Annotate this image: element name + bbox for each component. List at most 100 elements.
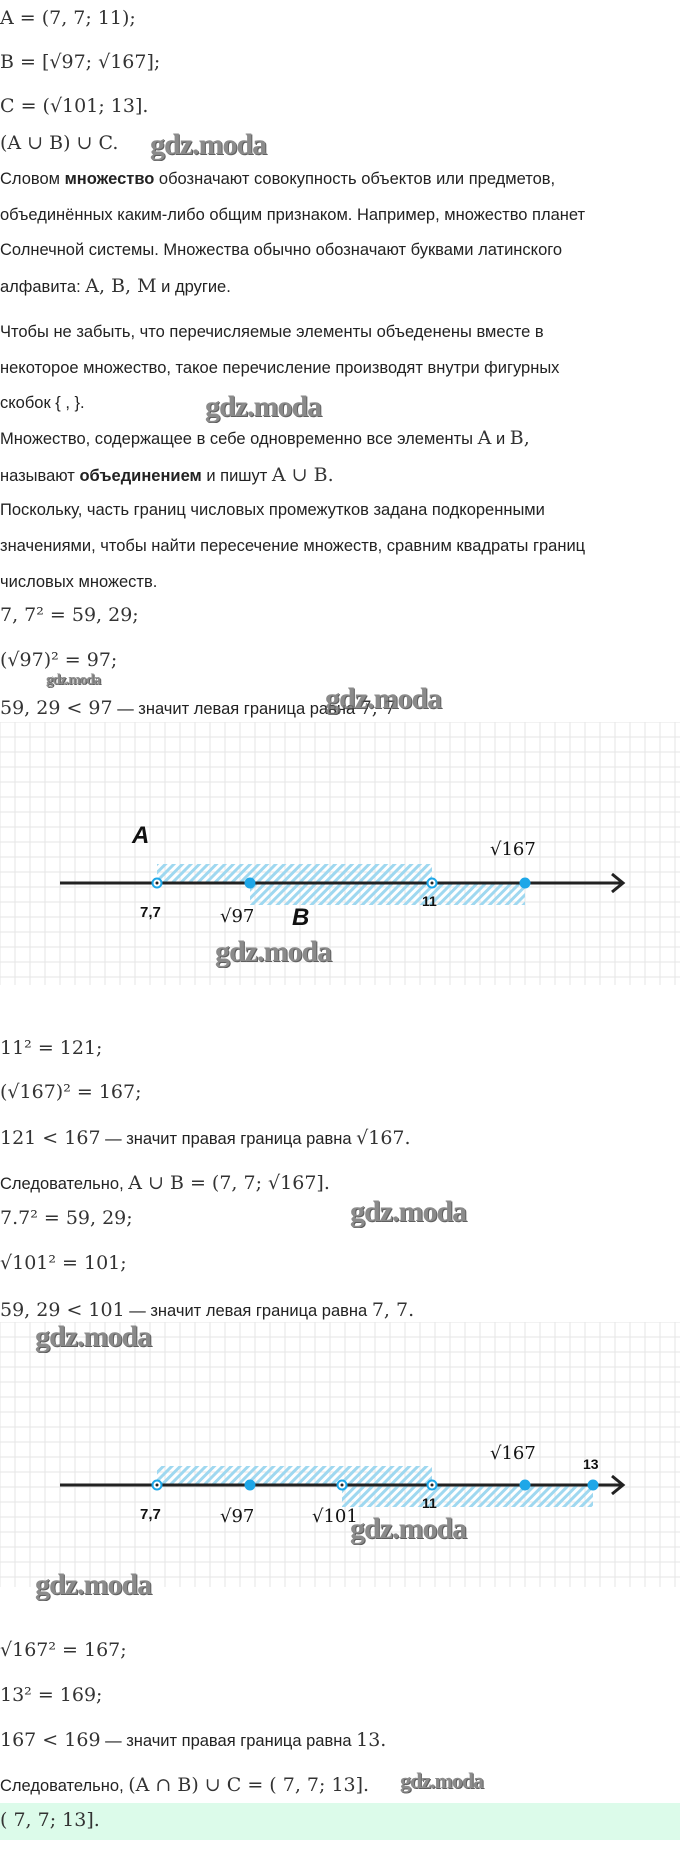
point-label: 11 (422, 1495, 437, 1511)
text: — значит правая граница равна (100, 1130, 357, 1148)
arrow-icon (611, 872, 626, 894)
math-expression: 121 < 167 (0, 1127, 101, 1149)
number-line-union-c: 7,7 √97 √101 11 √167 13 (0, 1322, 680, 1587)
text: — значит правая граница равна (100, 1732, 357, 1750)
text: — значит левая граница равна (124, 1302, 372, 1320)
text: Солнечной системы. Множества обычно обоз… (0, 241, 563, 259)
text-line: значениями, чтобы найти пересечение множ… (0, 534, 585, 558)
point-center (155, 881, 159, 885)
bold-term: объединением (79, 467, 202, 485)
text: — значит левая граница равна (112, 700, 360, 718)
math-expression: B, (509, 427, 530, 449)
point-label: 11 (422, 893, 437, 909)
math-expression: 7, 7² = 59, 29; (0, 604, 139, 626)
text-line: (√167)² = 167; (0, 1080, 141, 1105)
point-center (430, 1483, 434, 1487)
filled-point (587, 1479, 599, 1491)
point-label: 13 (583, 1456, 599, 1472)
filled-point (244, 1479, 256, 1491)
math-expression: A ∪ B. (271, 464, 334, 486)
text: и другие. (156, 278, 231, 296)
math-expression: 13² = 169; (0, 1684, 103, 1706)
math-expression: (√97)² = 97; (0, 649, 118, 671)
text-line: (A ∪ B) ∪ C. (0, 131, 118, 156)
watermark-logo: gdz.moda (400, 1768, 484, 1793)
text-line: A = (7, 7; 11); (0, 6, 136, 31)
filled-point (519, 877, 531, 889)
math-expression: (A ∪ B) ∪ C. (0, 132, 119, 154)
text-line: √101² = 101; (0, 1251, 127, 1276)
text-line: Следовательно, A ∪ B = (7, 7; √167]. (0, 1171, 330, 1196)
math-expression: 59, 29 < 101 (0, 1299, 125, 1321)
watermark-logo: gdz.moda (215, 935, 332, 968)
math-expression: 7, 7. (371, 1299, 415, 1321)
text-line: Поскольку, часть границ числовых промежу… (0, 498, 545, 522)
math-expression: A, B, M (85, 275, 157, 297)
text-line: скобок { , }. (0, 391, 85, 415)
text: Следовательно, (0, 1175, 129, 1193)
text-line: (√97)² = 97; (0, 648, 117, 673)
text-line: числовых множеств. (0, 570, 157, 594)
text: обозначают совокупность объектов или пре… (154, 170, 556, 188)
point-label: √167 (490, 1443, 536, 1464)
math-expression: 7, 7 (359, 697, 396, 719)
watermark-logo: gdz.moda (150, 128, 267, 161)
point-label: √97 (220, 1506, 254, 1527)
text-line: 13² = 169; (0, 1683, 102, 1708)
text-line: 7.7² = 59, 29; (0, 1206, 133, 1231)
text-line: Чтобы не забыть, что перечисляемые элеме… (0, 320, 544, 344)
math-expression: 7.7² = 59, 29; (0, 1207, 133, 1229)
math-expression: 11² = 121; (0, 1037, 103, 1059)
math-expression: 13. (356, 1729, 387, 1751)
point-label: 7,7 (140, 1506, 161, 1523)
text-line: C = (√101; 13]. (0, 94, 148, 119)
text: объединённых каким-либо общим признаком.… (0, 206, 586, 224)
text: Множество, содержащее в себе одновременн… (0, 430, 478, 448)
math-expression: A ∪ B = (7, 7; √167]. (128, 1172, 330, 1194)
text: Поскольку, часть границ числовых промежу… (0, 501, 545, 519)
text-line: 167 < 169 — значит правая граница равна … (0, 1728, 386, 1753)
text: Словом (0, 170, 65, 188)
text: скобок { , }. (0, 394, 85, 412)
math-expression: C = (√101; 13]. (0, 95, 149, 117)
math-expression: √101² = 101; (0, 1252, 127, 1274)
math-expression: √167² = 167; (0, 1639, 127, 1661)
set-label: A (131, 822, 149, 849)
math-expression: 59, 29 < 97 (0, 697, 113, 719)
math-expression: A (477, 427, 492, 449)
text: Чтобы не забыть, что перечисляемые элеме… (0, 323, 544, 341)
answer-box: ( 7, 7; 13]. (0, 1803, 680, 1840)
text: некоторое множество, такое перечисление … (0, 359, 560, 377)
point-center (430, 881, 434, 885)
text: Следовательно, (0, 1777, 129, 1795)
math-expression: 167 < 169 (0, 1729, 101, 1751)
text: алфавита: (0, 278, 86, 296)
text-line: Солнечной системы. Множества обычно обоз… (0, 238, 562, 262)
filled-point (519, 1479, 531, 1491)
set-label: B (292, 904, 309, 931)
text-line: Следовательно, (A ∩ B) ∪ C = ( 7, 7; 13]… (0, 1773, 369, 1798)
watermark-logo: gdz.moda (46, 672, 101, 688)
math-expression: (A ∩ B) ∪ C = ( 7, 7; 13]. (128, 1774, 370, 1796)
text-line: называют объединением и пишут A ∪ B. (0, 463, 334, 488)
number-line-a-b: 7,7 √97 11 √167 A B (0, 722, 680, 985)
point-label: 7,7 (140, 904, 161, 921)
text-line: Словом множество обозначают совокупность… (0, 167, 555, 191)
text-line: некоторое множество, такое перечисление … (0, 356, 559, 380)
text-line: 121 < 167 — значит правая граница равна … (0, 1126, 411, 1151)
watermark-logo: gdz.moda (35, 1568, 152, 1601)
watermark-logo: gdz.moda (205, 390, 322, 423)
point-label: √97 (220, 906, 254, 927)
math-expression: A = (7, 7; 11); (0, 7, 136, 29)
text-line: 59, 29 < 97 — значит левая граница равна… (0, 696, 396, 721)
watermark-logo: gdz.moda (350, 1195, 467, 1228)
math-expression: (√167)² = 167; (0, 1081, 142, 1103)
text: и (491, 430, 510, 448)
text-line: 7, 7² = 59, 29; (0, 603, 139, 628)
text-line: √167² = 167; (0, 1638, 127, 1663)
text: и пишут (201, 467, 272, 485)
point-center (340, 1483, 344, 1487)
text: значениями, чтобы найти пересечение множ… (0, 537, 586, 555)
text-line: Множество, содержащее в себе одновременн… (0, 426, 530, 451)
watermark-logo: gdz.moda (325, 682, 442, 715)
